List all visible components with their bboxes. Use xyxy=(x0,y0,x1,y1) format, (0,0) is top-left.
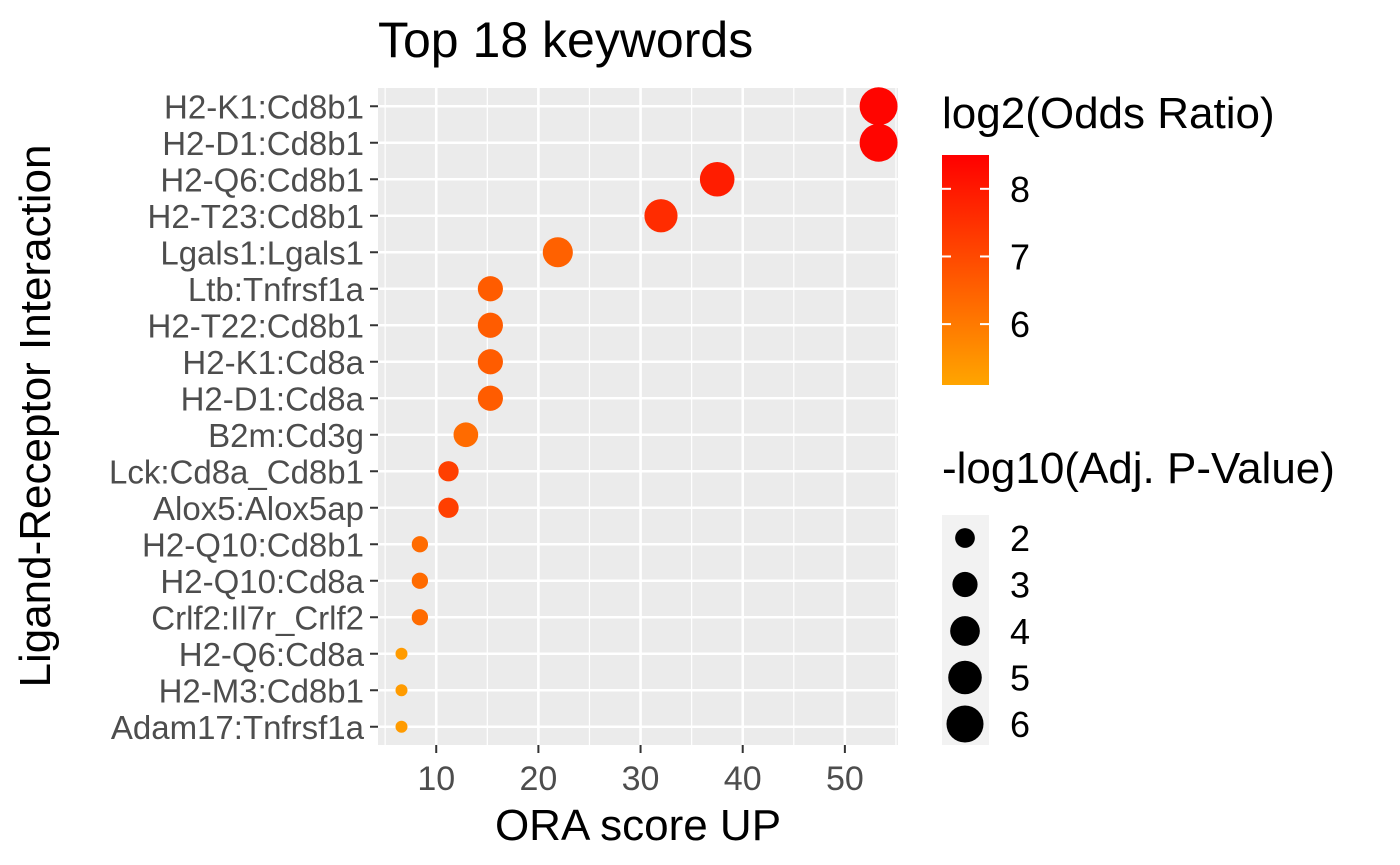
y-tick-label: Adam17:Tnfrsf1a xyxy=(111,709,365,746)
y-tick-label: Alox5:Alox5ap xyxy=(153,490,364,527)
data-point xyxy=(395,647,408,660)
x-tick-label: 30 xyxy=(622,760,660,798)
y-tick-label: H2-T22:Cd8b1 xyxy=(148,307,364,344)
x-tick-label: 10 xyxy=(417,760,455,798)
size-legend-dot xyxy=(950,616,980,646)
data-point xyxy=(438,461,459,482)
size-legend-items: 2 3 4 5 6 xyxy=(946,518,1030,745)
y-tick-label: H2-Q6:Cd8b1 xyxy=(160,161,364,198)
x-tick-label: 50 xyxy=(826,760,864,798)
data-point xyxy=(477,385,503,411)
x-tick-label: 20 xyxy=(519,760,557,798)
y-tick-label: Ltb:Tnfrsf1a xyxy=(188,271,365,308)
x-tick-label: 40 xyxy=(724,760,762,798)
color-legend: log2(Odds Ratio) 6 7 8 xyxy=(942,89,1275,385)
data-point xyxy=(644,199,678,233)
size-legend-dot xyxy=(946,705,984,743)
y-tick-label: H2-M3:Cd8b1 xyxy=(159,672,364,709)
data-point xyxy=(411,609,429,626)
colorbar-ticks: 6 7 8 xyxy=(942,169,1030,345)
chart-title: Top 18 keywords xyxy=(378,12,753,68)
size-legend-label: 3 xyxy=(1010,565,1030,606)
size-legend-label: 6 xyxy=(1010,704,1030,745)
size-legend-label: 5 xyxy=(1010,658,1030,699)
y-axis-title: Ligand-Receptor Interaction xyxy=(11,145,60,688)
y-tick-label: H2-Q10:Cd8b1 xyxy=(142,526,364,563)
size-legend-label: 4 xyxy=(1010,611,1030,652)
data-point xyxy=(699,161,735,197)
y-tick-label: Lck:Cd8a_Cd8b1 xyxy=(109,453,364,490)
colorbar-tick-label: 6 xyxy=(1010,304,1030,345)
size-legend-dot xyxy=(955,528,975,548)
data-point xyxy=(438,497,459,518)
grid-minor xyxy=(384,88,897,745)
data-point xyxy=(477,312,503,338)
colorbar-tick-label: 7 xyxy=(1010,236,1030,277)
y-tick-label: H2-D1:Cd8b1 xyxy=(162,125,364,162)
x-axis-title: ORA score UP xyxy=(495,801,781,850)
colorbar-tick-label: 8 xyxy=(1010,169,1030,210)
size-legend-dot xyxy=(952,571,978,598)
axis-ticks xyxy=(370,105,846,753)
y-tick-label: H2-Q10:Cd8a xyxy=(160,563,364,600)
data-point xyxy=(395,684,408,697)
size-legend-dot xyxy=(948,660,982,695)
data-point xyxy=(411,572,429,589)
y-tick-label: Crlf2:Il7r_Crlf2 xyxy=(151,599,364,636)
grid-major xyxy=(378,88,898,745)
size-legend-label: 2 xyxy=(1010,518,1030,559)
data-point xyxy=(542,237,573,268)
data-point xyxy=(411,536,429,553)
size-legend-title: -log10(Adj. P-Value) xyxy=(942,444,1335,493)
colorbar xyxy=(942,155,989,385)
data-point xyxy=(477,349,503,375)
data-point xyxy=(859,87,898,126)
size-legend: -log10(Adj. P-Value) 2 3 4 5 6 xyxy=(942,444,1335,745)
y-tick-labels: H2-K1:Cd8b1H2-D1:Cd8b1H2-Q6:Cd8b1H2-T23:… xyxy=(109,88,365,746)
x-tick-labels: 10 20 30 40 50 xyxy=(417,760,863,798)
y-tick-label: H2-Q6:Cd8a xyxy=(179,636,365,673)
data-point xyxy=(477,276,503,302)
y-tick-label: B2m:Cd3g xyxy=(208,417,364,454)
data-point xyxy=(395,720,408,733)
y-tick-label: H2-K1:Cd8a xyxy=(182,344,364,381)
color-legend-title: log2(Odds Ratio) xyxy=(942,89,1275,138)
data-point xyxy=(859,123,898,162)
y-tick-label: Lgals1:Lgals1 xyxy=(160,234,364,271)
plot-panel xyxy=(378,88,898,745)
data-point xyxy=(453,422,479,448)
y-tick-label: H2-D1:Cd8a xyxy=(181,380,365,417)
y-tick-label: H2-T23:Cd8b1 xyxy=(148,198,364,235)
y-tick-label: H2-K1:Cd8b1 xyxy=(164,88,364,125)
data-points xyxy=(395,87,898,733)
